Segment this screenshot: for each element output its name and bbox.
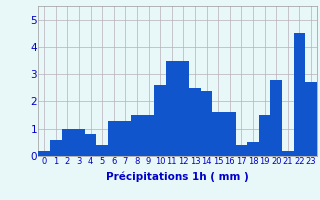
Bar: [38, 151, 50, 156]
Bar: [236, 145, 247, 156]
Bar: [108, 121, 120, 156]
Bar: [259, 115, 270, 156]
Bar: [131, 115, 143, 156]
Bar: [50, 140, 61, 156]
Bar: [62, 129, 73, 156]
Bar: [143, 115, 155, 156]
Bar: [270, 80, 282, 156]
Bar: [155, 85, 166, 156]
Bar: [85, 134, 96, 156]
Bar: [73, 129, 85, 156]
Bar: [224, 112, 236, 156]
X-axis label: Précipitations 1h ( mm ): Précipitations 1h ( mm ): [106, 172, 249, 182]
Bar: [120, 121, 131, 156]
Bar: [178, 61, 189, 156]
Bar: [189, 88, 201, 156]
Bar: [247, 142, 259, 156]
Bar: [294, 33, 305, 156]
Bar: [282, 151, 294, 156]
Bar: [212, 112, 224, 156]
Bar: [201, 91, 212, 156]
Bar: [166, 61, 178, 156]
Bar: [305, 82, 317, 156]
Bar: [96, 145, 108, 156]
